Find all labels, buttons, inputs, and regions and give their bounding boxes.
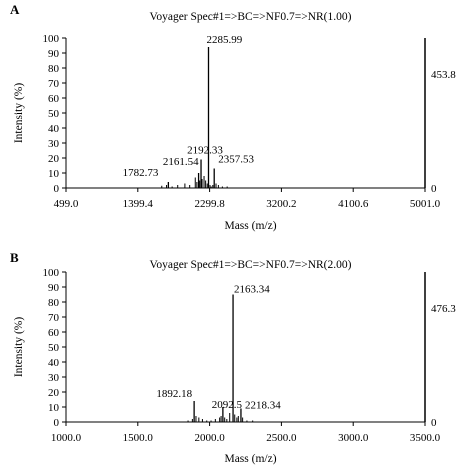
x-tick-label: 2299.8: [194, 198, 225, 210]
x-tick-label: 2500.0: [266, 432, 297, 444]
x-tick-label: 3200.2: [266, 198, 296, 210]
peak-label: 2357.53: [218, 154, 254, 166]
x-tick-label: 1000.0: [51, 432, 82, 444]
y-tick-label: 20: [48, 387, 60, 399]
y-tick-label: 90: [48, 48, 60, 60]
peak-label: 2161.54: [163, 156, 199, 168]
y-tick-label: 90: [48, 282, 60, 294]
y-tick-label: 70: [48, 78, 60, 90]
chart-title: Voyager Spec#1=>BC=>NF0.7=>NR(2.00): [150, 259, 352, 271]
y-tick-label: 30: [48, 372, 60, 384]
x-tick-label: 4100.6: [338, 198, 369, 210]
y-tick-label: 50: [48, 342, 60, 354]
y-tick-label: 40: [48, 123, 60, 135]
peak-label: 2092.5: [212, 399, 243, 411]
panel-label: B: [10, 250, 19, 265]
y-tick-label: 100: [43, 33, 60, 45]
y-tick-label: 0: [54, 417, 60, 429]
y-tick-label: 80: [48, 297, 60, 309]
right-axis-max-label: 453.8: [431, 69, 456, 81]
y-axis-label: Intensity (%): [13, 83, 25, 144]
x-tick-label: 2000.0: [194, 432, 225, 444]
x-tick-label: 3500.0: [410, 432, 441, 444]
panel-label: A: [10, 2, 20, 17]
y-tick-label: 10: [48, 168, 60, 180]
y-tick-label: 50: [48, 108, 60, 120]
right-axis-max-label: 476.3: [431, 303, 456, 315]
y-tick-label: 40: [48, 357, 60, 369]
y-tick-label: 80: [48, 63, 60, 75]
x-tick-label: 1399.4: [123, 198, 154, 210]
peak-label: 2163.34: [234, 284, 270, 296]
peak-label: 1782.73: [123, 167, 159, 179]
peak-label: 1892.18: [156, 388, 192, 400]
y-tick-label: 60: [48, 327, 60, 339]
peak-label: 2285.99: [206, 34, 242, 46]
peak-label: 2192.33: [187, 145, 223, 157]
x-tick-label: 1500.0: [123, 432, 154, 444]
x-axis-label: Mass (m/z): [224, 220, 276, 232]
x-tick-label: 499.0: [54, 198, 79, 210]
y-tick-label: 70: [48, 312, 60, 324]
y-tick-label: 0: [54, 183, 60, 195]
right-axis-min-label: 0: [431, 183, 437, 195]
y-tick-label: 60: [48, 93, 60, 105]
x-axis-label: Mass (m/z): [224, 453, 276, 465]
peak-label: 2218.34: [245, 400, 281, 412]
y-tick-label: 20: [48, 153, 60, 165]
x-tick-label: 3000.0: [338, 432, 369, 444]
chart-title: Voyager Spec#1=>BC=>NF0.7=>NR(1.00): [150, 11, 352, 23]
x-tick-label: 5001.0: [410, 198, 441, 210]
y-tick-label: 30: [48, 138, 60, 150]
y-tick-label: 10: [48, 402, 60, 414]
y-axis-label: Intensity (%): [13, 317, 25, 378]
y-tick-label: 100: [43, 267, 60, 279]
right-axis-min-label: 0: [431, 417, 437, 429]
